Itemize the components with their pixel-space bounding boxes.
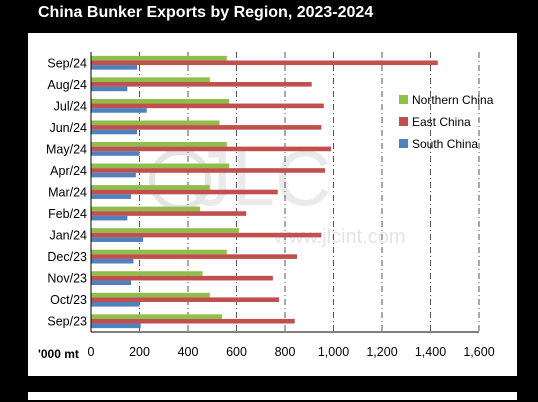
bar (91, 189, 278, 195)
y-tick-label: Sep/23 (47, 315, 87, 329)
bar (91, 258, 134, 264)
bar (91, 237, 144, 242)
bar (91, 125, 322, 130)
bar (91, 215, 128, 221)
bar (91, 206, 201, 212)
x-tick-label: 800 (275, 345, 296, 359)
bottom-strip (28, 392, 517, 400)
legend-label: East China (412, 115, 471, 129)
y-tick-label: Feb/24 (48, 207, 87, 221)
bar (91, 271, 203, 276)
bar (91, 129, 138, 135)
bar (91, 60, 438, 66)
bar (91, 254, 298, 259)
bar (91, 120, 220, 126)
bar (91, 151, 140, 156)
bar (91, 275, 273, 281)
bar (91, 185, 210, 190)
legend-label: South China (412, 137, 478, 151)
x-tick-label: 400 (178, 345, 199, 359)
x-tick-label: 1,400 (415, 345, 446, 359)
bar (91, 297, 279, 302)
bar (91, 318, 295, 324)
x-tick-label: 200 (129, 345, 150, 359)
bar (91, 146, 332, 152)
chart-title: China Bunker Exports by Region, 2023-202… (38, 4, 374, 21)
bar (91, 249, 227, 255)
y-tick-label: Jul/24 (54, 99, 87, 113)
bar (91, 292, 210, 298)
x-tick-label: 1,200 (366, 345, 397, 359)
legend-swatch (399, 139, 408, 148)
y-tick-label: May/24 (46, 142, 87, 156)
legend-swatch (399, 95, 408, 104)
x-tick-label: 1,600 (463, 345, 494, 359)
y-tick-label: Jan/24 (49, 229, 87, 243)
unit-label: '000 mt (38, 347, 79, 361)
y-tick-label: Oct/23 (50, 293, 87, 307)
bar (91, 86, 128, 92)
y-tick-label: Apr/24 (50, 164, 87, 178)
y-tick-label: Jun/24 (49, 121, 87, 135)
bar (91, 163, 230, 169)
x-tick-label: 0 (88, 345, 95, 359)
bar (91, 280, 132, 286)
bar (91, 65, 138, 70)
bar (91, 211, 247, 216)
x-tick-label: 600 (226, 345, 247, 359)
bar (91, 55, 227, 61)
bar (91, 103, 324, 109)
x-tick-label: 1,000 (318, 345, 349, 359)
bar (91, 77, 210, 83)
bar (91, 108, 147, 113)
y-tick-label: Aug/24 (47, 78, 87, 92)
y-tick-label: Nov/23 (47, 272, 87, 286)
watermark-url: www.jlcint.com (273, 226, 405, 248)
bar (91, 172, 136, 178)
legend-label: Northern China (412, 93, 494, 107)
bar (91, 301, 140, 307)
bar (91, 168, 326, 173)
legend-swatch (399, 117, 408, 126)
bar (91, 98, 230, 104)
y-tick-label: Dec/23 (47, 250, 87, 264)
bar (91, 228, 239, 233)
y-tick-label: Sep/24 (47, 56, 87, 70)
bar (91, 194, 132, 199)
bar (91, 82, 312, 87)
bar (91, 232, 322, 238)
bar (91, 314, 222, 319)
bar (91, 142, 227, 147)
bar (91, 323, 141, 329)
y-tick-label: Mar/24 (48, 186, 87, 200)
